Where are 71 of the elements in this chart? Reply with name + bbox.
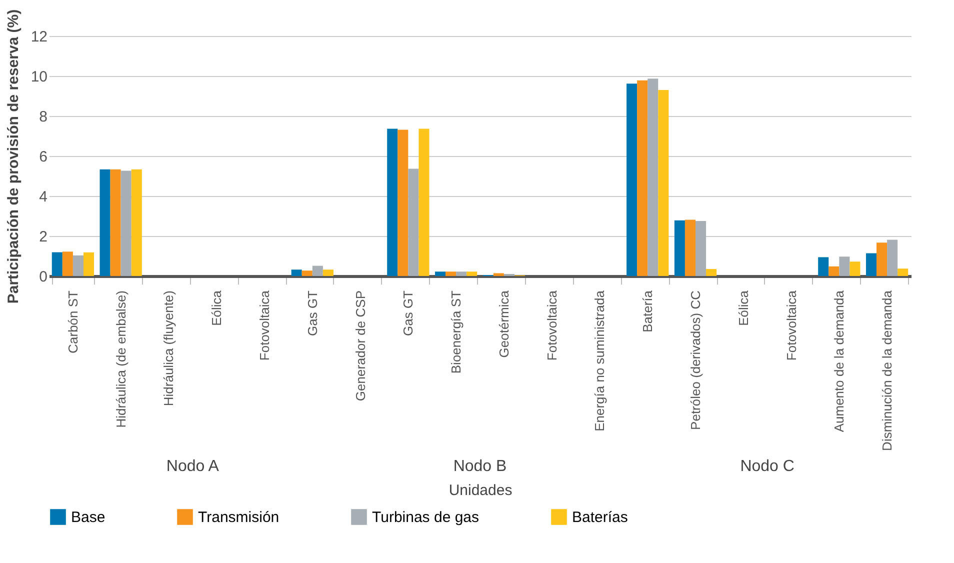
bar — [648, 78, 658, 276]
x-tick-label: Geotérmica — [496, 290, 512, 358]
y-tick-label: 4 — [39, 188, 48, 206]
bar — [876, 242, 888, 276]
x-tick-label: Bioenergía ST — [448, 290, 464, 374]
bar — [100, 169, 110, 276]
bar — [418, 128, 430, 276]
bar — [818, 257, 829, 276]
bar — [684, 220, 696, 276]
bar — [110, 169, 121, 276]
bar — [434, 272, 446, 276]
bar — [706, 269, 717, 276]
bar — [83, 252, 94, 276]
text: Nodo B — [453, 458, 507, 475]
x-tick-label: Eólica — [209, 290, 224, 326]
y-tick-label: 2 — [39, 228, 48, 246]
text: Nodo A — [166, 458, 220, 475]
bar — [866, 253, 877, 276]
y-tick-label: 6 — [39, 148, 48, 166]
bar — [466, 272, 478, 276]
legend-label: Base — [71, 509, 106, 526]
bar — [839, 256, 850, 276]
bar — [120, 170, 132, 276]
x-tick-label: Petróleo (derivados) CC — [688, 290, 703, 430]
x-tick-label: Fotovoltaica — [544, 290, 560, 361]
text: Nodo C — [740, 458, 794, 475]
y-tick-label: 8 — [39, 108, 48, 126]
bar — [52, 252, 62, 276]
x-tick-label: Fotovoltaica — [257, 290, 272, 361]
bar — [696, 221, 706, 276]
x-tick-label: Batería — [640, 290, 656, 332]
bar — [131, 169, 142, 276]
y-axis-title: Participación de provisión de reserva (%) — [4, 9, 22, 304]
x-tick-label: Generador de CSP — [352, 290, 368, 402]
x-tick-label: Carbón ST — [65, 290, 80, 354]
legend-label: Baterías — [572, 509, 628, 526]
legend-label: Turbinas de gas — [372, 509, 480, 526]
y-tick-label: 10 — [30, 68, 48, 86]
bar — [887, 240, 898, 276]
x-tick-label: Hidráulica (fluyente) — [161, 290, 176, 406]
x-tick-label: Hidráulica (de embalse) — [113, 290, 128, 428]
bar — [322, 270, 334, 276]
legend-label: Transmisión — [198, 509, 280, 526]
bar — [446, 272, 456, 276]
bar — [658, 90, 669, 276]
bar — [674, 220, 685, 276]
x-tick-label: Fotovoltaica — [784, 290, 799, 361]
x-tick-label: Gas GT — [304, 290, 320, 336]
x-tick-label: Disminución de la demanda — [880, 290, 895, 451]
bar — [291, 270, 302, 276]
bar — [302, 270, 312, 276]
bar — [387, 128, 398, 276]
y-tick-label: 12 — [30, 28, 48, 46]
bar — [456, 272, 467, 276]
x-tick-label: Gas GT — [400, 290, 416, 336]
bar — [62, 252, 73, 276]
bar — [493, 273, 504, 276]
bar — [312, 266, 323, 276]
bar — [850, 262, 860, 276]
bar — [898, 268, 908, 276]
x-tick-label: Energía no suministrada — [592, 290, 608, 432]
x-axis-title: Unidades — [448, 482, 512, 499]
bar — [72, 255, 84, 276]
x-tick-label: Aumento de la demanda — [832, 290, 847, 432]
bar — [637, 80, 648, 276]
bar — [408, 168, 419, 276]
bar — [398, 130, 408, 276]
bar — [828, 266, 840, 276]
bar — [626, 84, 638, 276]
x-tick-label: Eólica — [736, 290, 751, 326]
y-tick-label: 0 — [39, 268, 48, 286]
